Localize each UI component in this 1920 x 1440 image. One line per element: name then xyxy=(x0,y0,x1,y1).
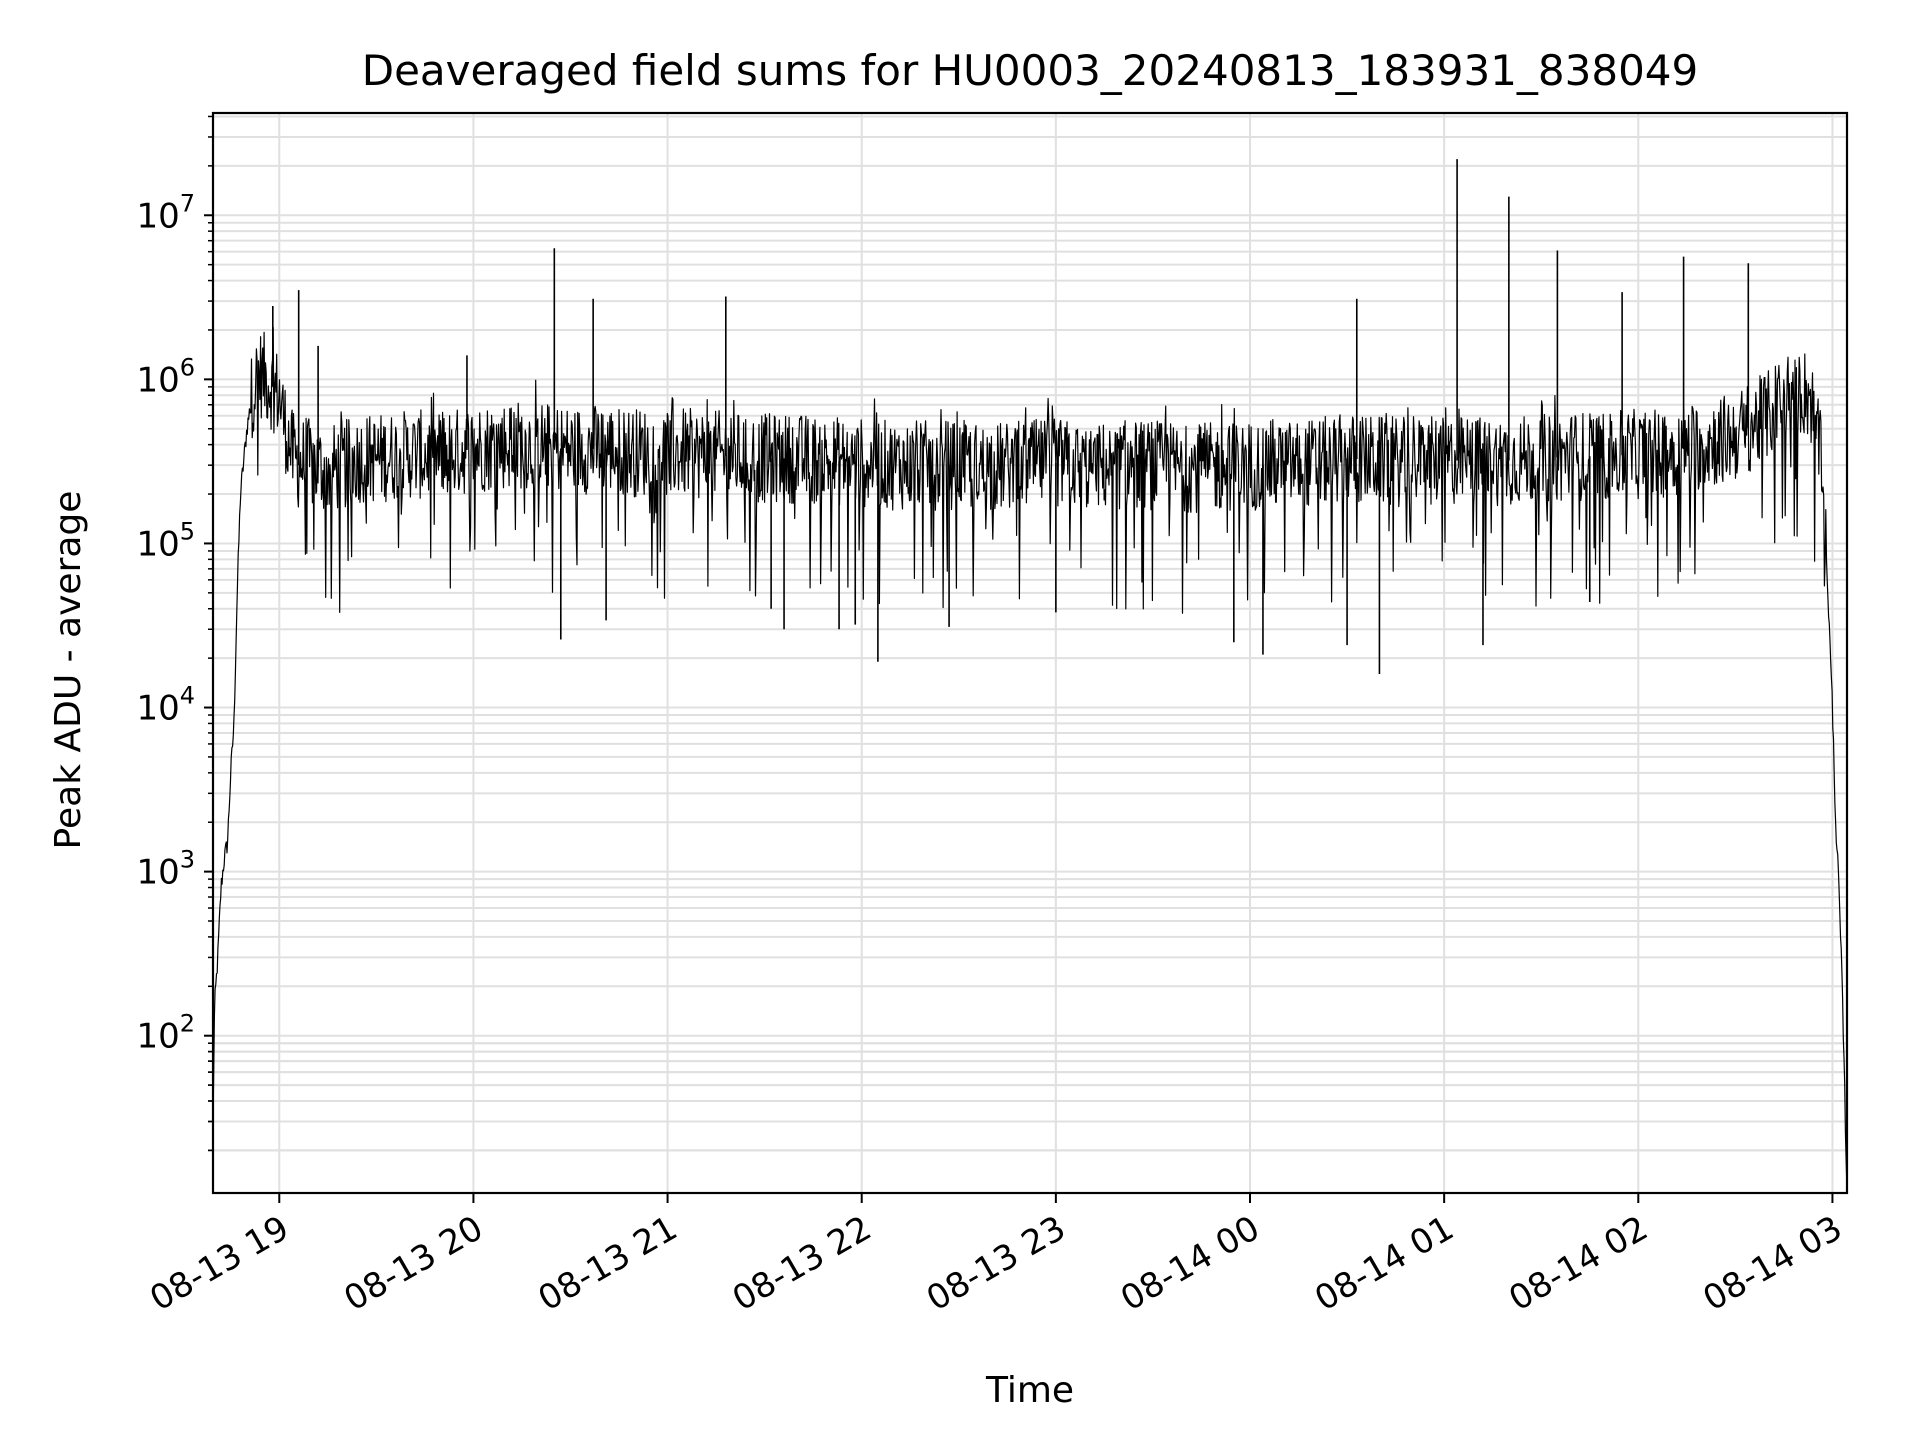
y-tick-label: 103 xyxy=(136,846,195,893)
y-axis-label: Peak ADU - average xyxy=(48,491,89,850)
y-tick-label: 102 xyxy=(136,1010,195,1057)
y-tick-exponent: 4 xyxy=(180,682,195,710)
y-tick-exponent: 3 xyxy=(180,846,195,874)
y-tick-label: 106 xyxy=(136,353,195,400)
y-tick-label: 105 xyxy=(136,517,195,564)
y-tick-exponent: 5 xyxy=(180,517,195,545)
y-tick-base: 10 xyxy=(136,853,179,893)
axes xyxy=(204,111,1849,1203)
y-tick-exponent: 2 xyxy=(180,1010,195,1038)
y-tick-base: 10 xyxy=(136,196,179,236)
x-axis-label: Time xyxy=(985,1370,1074,1411)
y-tick-exponent: 7 xyxy=(180,189,195,217)
series-layer xyxy=(212,159,1848,1184)
y-tick-base: 10 xyxy=(136,360,179,400)
chart-title: Deaveraged field sums for HU0003_2024081… xyxy=(362,46,1699,95)
y-tick-exponent: 6 xyxy=(180,353,195,381)
y-tick-base: 10 xyxy=(136,1017,179,1057)
data-series-line xyxy=(212,326,1848,1184)
y-tick-label: 104 xyxy=(136,682,195,729)
y-tick-base: 10 xyxy=(136,524,179,564)
plot-frame xyxy=(211,111,1849,1195)
grid xyxy=(213,113,1847,1193)
y-tick-label: 107 xyxy=(136,189,195,236)
y-tick-base: 10 xyxy=(136,689,179,729)
